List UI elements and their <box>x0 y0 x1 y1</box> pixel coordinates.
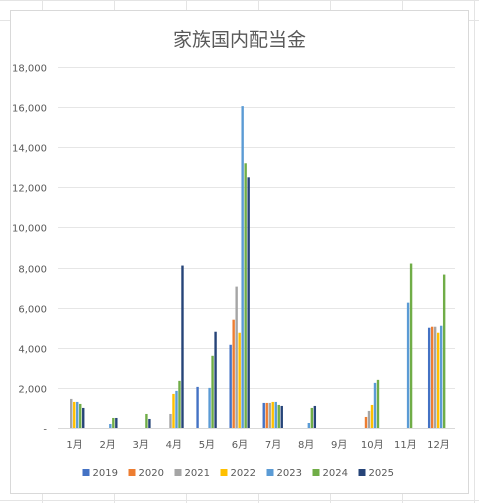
bar-2024-11[interactable] <box>409 263 413 428</box>
legend-swatch-2020 <box>128 469 136 476</box>
bar-2023-5[interactable] <box>208 387 211 428</box>
bar-2025-5[interactable] <box>214 331 217 428</box>
bar-2021-12[interactable] <box>433 326 437 428</box>
bar-2024-4[interactable] <box>178 380 181 428</box>
legend-swatch-2019 <box>82 469 90 476</box>
bar-2023-11[interactable] <box>406 302 410 428</box>
legend-label-2024: 2024 <box>323 468 348 479</box>
bar-2022-7[interactable] <box>271 401 274 428</box>
y-tick-label: 16,000 <box>12 104 47 115</box>
legend-swatch-2025 <box>358 469 366 476</box>
bar-2025-7[interactable] <box>280 405 283 428</box>
bar-2025-4[interactable] <box>181 265 184 428</box>
x-axis-tick-labels: 1月 2月 3月 4月 5月 6月 7月 8月 9月 10月 11月 12月 <box>66 439 449 451</box>
chart-title: 家族国内配当金 <box>172 29 306 51</box>
bar-2019-6[interactable] <box>229 344 232 428</box>
bar-2024-6[interactable] <box>244 163 247 428</box>
legend-swatch-2021 <box>174 469 182 476</box>
bar-2020-7[interactable] <box>265 402 268 428</box>
bar-2023-12[interactable] <box>439 325 443 428</box>
x-tick-label: 3月 <box>133 439 149 451</box>
x-tick-label: 5月 <box>199 439 215 451</box>
bar-2021-10[interactable] <box>367 410 371 428</box>
bar-2024-12[interactable] <box>442 274 446 428</box>
bar-2024-8[interactable] <box>310 407 314 428</box>
bar-2023-8[interactable] <box>307 422 311 428</box>
bar-2023-2[interactable] <box>109 423 112 428</box>
bar-2020-6[interactable] <box>232 319 235 428</box>
y-gridlines <box>58 67 455 429</box>
legend-swatch-2022 <box>220 469 228 476</box>
bar-2025-8[interactable] <box>313 405 317 428</box>
x-tick-label: 1月 <box>66 439 82 451</box>
bar-2020-10[interactable] <box>364 416 368 428</box>
bar-2022-10[interactable] <box>370 404 374 428</box>
x-tick-label: 6月 <box>232 439 248 451</box>
legend-swatch-2023 <box>266 469 274 476</box>
bar-2023-1[interactable] <box>76 401 79 428</box>
y-tick-label: 8,000 <box>18 265 47 276</box>
bar-2020-12[interactable] <box>430 326 434 428</box>
legend-label-2020: 2020 <box>139 468 164 479</box>
bar-2023-7[interactable] <box>274 401 277 428</box>
y-tick-label: 6,000 <box>18 305 47 316</box>
legend: 2019 2020 2021 2022 2023 2024 2025 <box>82 468 394 479</box>
bar-2025-2[interactable] <box>115 417 118 428</box>
x-tick-label: 7月 <box>265 439 281 451</box>
bar-2022-1[interactable] <box>73 401 76 428</box>
bar-series <box>70 106 446 429</box>
y-tick-label: - <box>43 425 47 436</box>
bar-2019-7[interactable] <box>262 402 265 428</box>
bar-2019-12[interactable] <box>427 327 431 428</box>
x-tick-label: 4月 <box>166 439 182 451</box>
legend-label-2022: 2022 <box>231 468 256 479</box>
bar-2022-6[interactable] <box>238 332 241 428</box>
y-tick-label: 10,000 <box>12 224 47 235</box>
legend-label-2021: 2021 <box>185 468 210 479</box>
bar-2023-6[interactable] <box>241 106 244 429</box>
bar-2019-5[interactable] <box>196 386 199 428</box>
x-tick-label: 10月 <box>361 439 384 451</box>
legend-label-2019: 2019 <box>93 468 118 479</box>
bar-2025-1[interactable] <box>82 407 85 428</box>
x-tick-label: 2月 <box>99 439 115 451</box>
bar-2024-5[interactable] <box>211 355 214 428</box>
y-tick-label: 2,000 <box>18 385 47 396</box>
bar-2024-7[interactable] <box>277 404 280 428</box>
x-tick-label: 11月 <box>394 439 417 451</box>
y-axis-tick-labels: - 2,000 4,000 6,000 8,000 10,000 12,000 14,000 1… <box>12 64 47 436</box>
bar-2021-7[interactable] <box>268 402 271 428</box>
y-tick-label: 4,000 <box>18 345 47 356</box>
bar-2024-10[interactable] <box>376 379 380 428</box>
bar-2021-6[interactable] <box>235 286 238 428</box>
bar-2024-3[interactable] <box>145 413 148 428</box>
bar-2021-4[interactable] <box>169 413 172 428</box>
bar-2022-12[interactable] <box>436 332 440 428</box>
legend-swatch-2024 <box>312 469 320 476</box>
legend-label-2023: 2023 <box>277 468 302 479</box>
legend-label-2025: 2025 <box>369 468 394 479</box>
bar-2025-6[interactable] <box>247 177 250 428</box>
bar-2023-10[interactable] <box>373 382 377 429</box>
x-tick-label: 9月 <box>331 439 347 451</box>
bar-2024-1[interactable] <box>79 403 82 428</box>
x-tick-label: 8月 <box>298 439 314 451</box>
y-tick-label: 12,000 <box>12 184 47 195</box>
x-tick-label: 12月 <box>427 439 450 451</box>
y-tick-label: 18,000 <box>12 64 47 75</box>
bar-2024-2[interactable] <box>112 417 115 428</box>
bar-2021-1[interactable] <box>70 398 73 428</box>
bar-2023-4[interactable] <box>175 390 178 428</box>
bar-2025-3[interactable] <box>148 418 151 428</box>
bar-2022-4[interactable] <box>172 393 175 428</box>
y-tick-label: 14,000 <box>12 144 47 155</box>
